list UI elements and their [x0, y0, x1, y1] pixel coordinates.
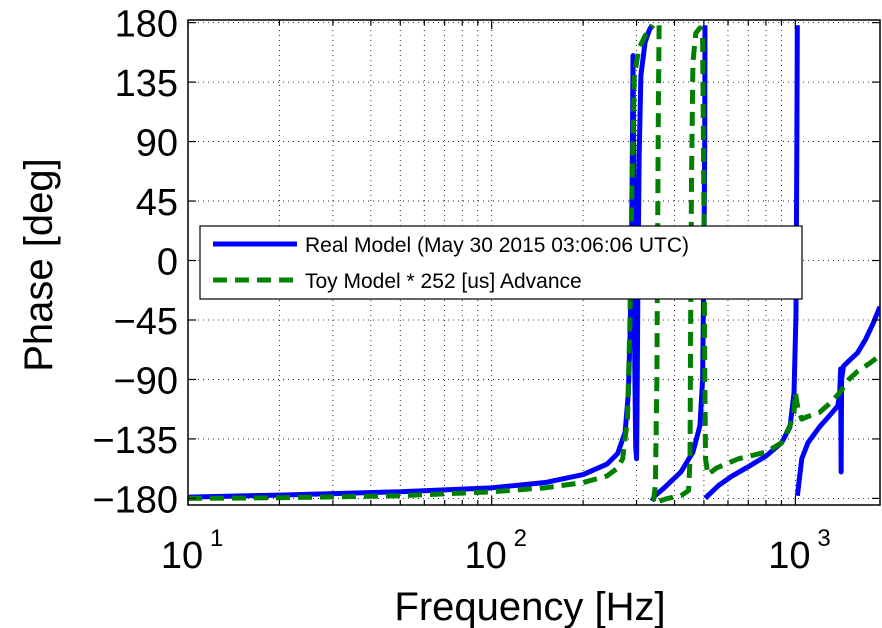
legend-label-real-model: Real Model (May 30 2015 03:06:06 UTC) — [305, 234, 689, 257]
y-tick-label: 135 — [115, 63, 178, 105]
y-tick-label: 180 — [115, 4, 178, 46]
tick-labels: 180 135 90 45 0 −45 −90 −135 −180 10 1 10 2 10 3 — [92, 4, 830, 577]
axis-ticks — [187, 20, 880, 505]
legend: Real Model (May 30 2015 03:06:06 UTC) To… — [199, 225, 803, 300]
x-axis-label: Frequency [Hz] — [394, 585, 665, 628]
legend-box — [199, 225, 803, 300]
series-toy-model-line — [658, 25, 880, 504]
legend-label-toy-model: Toy Model * 252 [us] Advance — [305, 270, 582, 293]
x-tick-label: 10 — [768, 535, 810, 577]
y-axis-label: Phase [deg] — [17, 158, 61, 372]
plot-frame — [187, 19, 881, 506]
series-real-model-line — [794, 305, 880, 497]
y-tick-label: −180 — [92, 479, 178, 521]
series-toy-model-line — [650, 25, 662, 502]
x-tick-label-exponent: 1 — [210, 525, 223, 552]
y-tick-label: 45 — [136, 182, 178, 224]
plot-series — [188, 23, 880, 504]
y-tick-label: −135 — [92, 420, 178, 462]
x-tick-label-exponent: 2 — [514, 525, 527, 552]
y-tick-label: −45 — [114, 301, 178, 343]
y-tick-label: −90 — [114, 360, 178, 402]
y-tick-label: 90 — [136, 123, 178, 165]
x-tick-label-exponent: 3 — [817, 525, 830, 552]
series-toy-model-line — [188, 23, 656, 501]
x-tick-label: 10 — [465, 535, 507, 577]
x-tick-label: 10 — [161, 535, 203, 577]
y-tick-label: 0 — [157, 242, 178, 284]
